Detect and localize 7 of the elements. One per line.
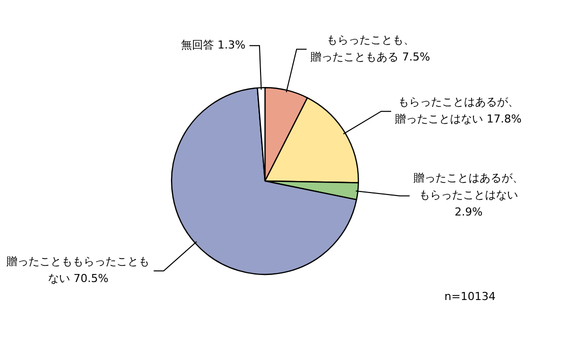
text: n=10134 <box>443 290 497 303</box>
slice-label: 無回答 1.3% <box>181 38 246 52</box>
slice-label: もらったことはあるが、贈ったことはない 17.8% <box>395 96 522 126</box>
data-label: 2.9% <box>454 206 483 219</box>
slice-label: もらったことも、贈ったこともある 7.5% <box>310 34 430 64</box>
slice-label: 贈ったことももらったこともない 70.5% <box>6 255 150 286</box>
slice-label: 贈ったことはあるが、もらったことはない <box>414 172 524 202</box>
